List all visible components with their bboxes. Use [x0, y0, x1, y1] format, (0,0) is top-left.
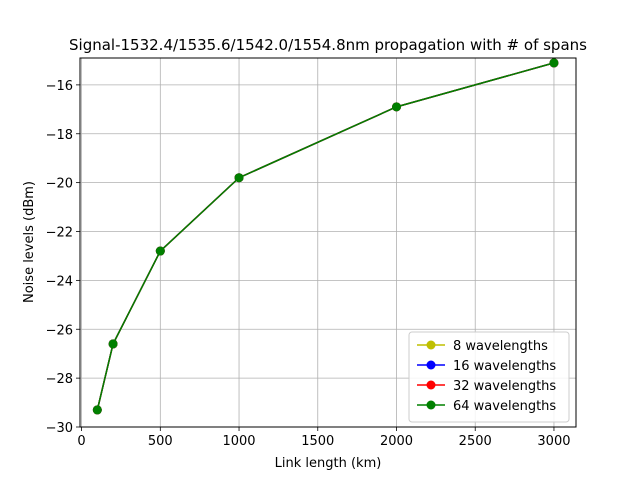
plot-frame — [79, 57, 577, 428]
y-axis-title: Noise levels (dBm) — [22, 181, 37, 303]
legend-marker — [426, 360, 436, 370]
x-tick-label: 2000 — [380, 434, 413, 449]
legend-box — [408, 331, 570, 423]
data-point — [155, 246, 165, 256]
y-tick-label: −20 — [46, 177, 73, 192]
series-4 — [92, 58, 559, 415]
y-tick-label: −22 — [46, 226, 73, 241]
data-point — [549, 58, 559, 68]
legend-item: 16 wavelengths — [417, 359, 556, 374]
x-tick-label: 2500 — [459, 434, 492, 449]
legend-label: 8 wavelengths — [453, 339, 548, 354]
x-axis-title: Link length (km) — [275, 456, 382, 471]
y-tick-label: −16 — [46, 79, 73, 94]
data-point — [92, 405, 102, 415]
legend-item: 32 wavelengths — [417, 379, 556, 394]
legend-item: 8 wavelengths — [417, 339, 548, 354]
series-line — [96, 62, 555, 411]
data-point — [108, 339, 118, 349]
y-tick-label: −30 — [46, 421, 73, 436]
y-axis: −30 −28 −26 −24 −22 −20 −18 −16 — [46, 79, 80, 436]
legend-item: 64 wavelengths — [417, 399, 556, 414]
legend-label: 32 wavelengths — [453, 379, 556, 394]
x-tick-label: 1000 — [222, 434, 255, 449]
y-tick-label: −18 — [46, 128, 73, 143]
legend-label: 64 wavelengths — [453, 399, 556, 414]
legend-marker — [426, 340, 436, 350]
legend-marker — [426, 400, 436, 410]
legend-label: 16 wavelengths — [453, 359, 556, 374]
x-axis: 0 500 1000 1500 2000 2500 3000 — [77, 427, 571, 449]
data-point — [234, 173, 244, 183]
chart-title: Signal-1532.4/1535.6/1542.0/1554.8nm pro… — [69, 36, 587, 54]
y-tick-label: −26 — [46, 323, 73, 338]
x-tick-label: 500 — [148, 434, 173, 449]
legend: 8 wavelengths 16 wavelengths 32 wavelength… — [408, 331, 570, 423]
y-tick-label: −24 — [46, 274, 73, 289]
x-tick-label: 0 — [77, 434, 85, 449]
x-tick-label: 1500 — [301, 434, 334, 449]
data-point — [391, 102, 401, 112]
legend-marker — [426, 380, 436, 390]
x-tick-label: 3000 — [537, 434, 570, 449]
y-tick-label: −28 — [46, 372, 73, 387]
series-layer — [92, 58, 559, 415]
